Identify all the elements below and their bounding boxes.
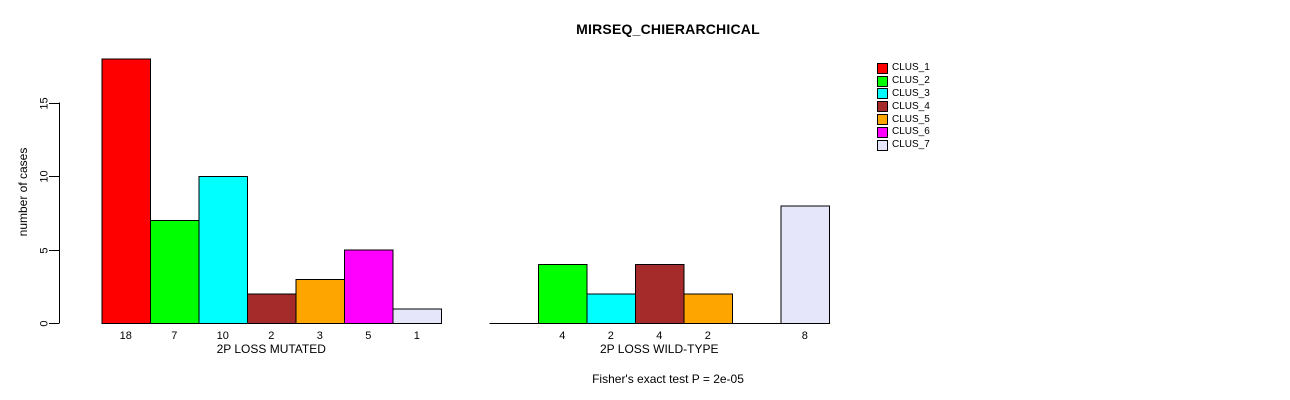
- bar-value-label: 5: [365, 330, 371, 342]
- legend-item: CLUS_6: [877, 126, 930, 139]
- legend-label: CLUS_6: [892, 126, 930, 138]
- legend-swatch: [877, 88, 888, 100]
- bar-value-label: 1: [414, 330, 420, 342]
- bar: [198, 176, 248, 324]
- bar-value-label: 3: [317, 330, 323, 342]
- legend-swatch: [877, 101, 888, 113]
- legend-label: CLUS_4: [892, 100, 930, 112]
- legend-item: CLUS_3: [877, 88, 930, 101]
- legend-label: CLUS_1: [892, 62, 930, 74]
- bar-value-label: 7: [171, 330, 177, 342]
- bar-value-label: 18: [120, 330, 132, 342]
- legend-item: CLUS_1: [877, 62, 930, 75]
- legend-item: CLUS_2: [877, 75, 930, 88]
- bar: [538, 264, 588, 325]
- bar-value-label: 4: [559, 330, 565, 342]
- y-tick-label: 15: [39, 97, 51, 109]
- bar-value-label: 10: [217, 330, 229, 342]
- bar: [635, 264, 685, 325]
- bar-value-label: 2: [705, 330, 711, 342]
- legend-item: CLUS_7: [877, 139, 930, 152]
- y-tick-label: 5: [39, 247, 51, 253]
- legend-swatch: [877, 62, 888, 74]
- legend-item: CLUS_5: [877, 113, 930, 126]
- bar: [295, 278, 345, 324]
- bar: [586, 293, 636, 325]
- legend-label: CLUS_3: [892, 87, 930, 99]
- bar-value-label: 2: [268, 330, 274, 342]
- bar: [150, 220, 200, 325]
- legend-label: CLUS_2: [892, 75, 930, 87]
- bar: [392, 308, 442, 324]
- legend-label: CLUS_7: [892, 139, 930, 151]
- legend-item: CLUS_4: [877, 100, 930, 113]
- y-tick-label: 0: [39, 320, 51, 326]
- group-label: 2P LOSS WILD-TYPE: [600, 342, 718, 356]
- legend-label: CLUS_5: [892, 113, 930, 125]
- bar-value-label: 4: [656, 330, 662, 342]
- y-tick-label: 10: [39, 170, 51, 182]
- bar-value-label: 2: [608, 330, 614, 342]
- legend-swatch: [877, 126, 888, 138]
- legend-swatch: [877, 75, 888, 87]
- bar: [247, 293, 297, 325]
- legend-swatch: [877, 114, 888, 126]
- annotation-text: Fisher's exact test P = 2e-05: [592, 372, 744, 386]
- legend-swatch: [877, 139, 888, 151]
- bar-value-label: 8: [802, 330, 808, 342]
- group-label: 2P LOSS MUTATED: [217, 342, 327, 356]
- bar: [683, 293, 733, 325]
- legend: CLUS_1 CLUS_2 CLUS_3 CLUS_4 CLUS_5 CLUS_6 CLUS…: [877, 62, 930, 152]
- bar: [780, 205, 830, 324]
- chart-title: MIRSEQ_CHIERARCHICAL: [576, 21, 760, 37]
- bar: [101, 58, 151, 325]
- bar: [344, 249, 394, 324]
